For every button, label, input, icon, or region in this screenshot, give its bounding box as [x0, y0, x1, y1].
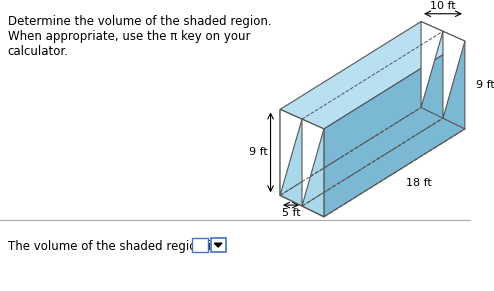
Polygon shape — [280, 22, 465, 129]
Polygon shape — [421, 22, 443, 107]
Text: 9 ft: 9 ft — [476, 80, 494, 90]
Polygon shape — [302, 119, 324, 206]
Text: Determine the volume of the shaded region.
When appropriate, use the π key on yo: Determine the volume of the shaded regio… — [7, 15, 271, 58]
Text: 10 ft: 10 ft — [430, 1, 456, 11]
Polygon shape — [443, 31, 465, 118]
Polygon shape — [280, 109, 302, 195]
Polygon shape — [214, 243, 222, 247]
Text: 18 ft: 18 ft — [406, 178, 432, 188]
Text: The volume of the shaded region is: The volume of the shaded region is — [7, 239, 217, 253]
Bar — [210, 238, 226, 252]
Polygon shape — [324, 41, 465, 217]
Bar — [193, 238, 207, 252]
Text: 9 ft: 9 ft — [249, 147, 268, 157]
Polygon shape — [280, 109, 324, 217]
Text: 5 ft: 5 ft — [282, 208, 300, 218]
